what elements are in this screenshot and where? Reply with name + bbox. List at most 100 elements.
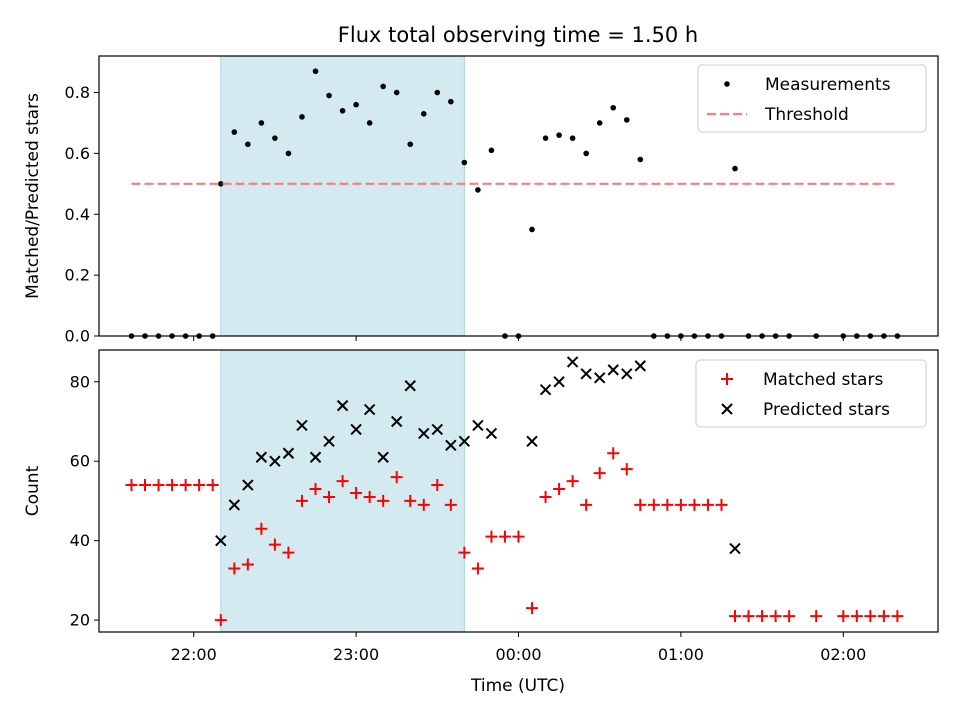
x-axis-label: Time (UTC)	[470, 676, 565, 696]
legend-predicted-marker	[721, 403, 733, 415]
matched-stars-point	[674, 498, 687, 511]
matched-stars-point	[404, 494, 417, 507]
predicted-stars-point	[431, 423, 444, 436]
measurement-point	[583, 150, 589, 157]
legend-matched-label: Matched stars	[763, 370, 883, 390]
predicted-stars-point	[458, 435, 471, 448]
x-tick-label: 22:00	[171, 645, 217, 664]
matched-stars-point	[783, 610, 796, 623]
matched-stars-point	[309, 483, 322, 496]
predicted-stars-point	[296, 419, 308, 432]
predicted-stars-point	[580, 368, 592, 380]
matched-stars-point	[139, 479, 152, 492]
measurement-point	[488, 147, 495, 154]
measurement-point	[434, 89, 441, 96]
measurement-point	[366, 120, 373, 126]
matched-stars-point	[363, 490, 376, 503]
measurement-point	[272, 135, 278, 141]
y-tick-label: 20	[70, 611, 90, 630]
legend-matched-marker	[721, 373, 733, 385]
predicted-stars-point	[309, 451, 322, 463]
matched-stars-point	[729, 610, 742, 623]
matched-stars-point	[295, 494, 308, 507]
matched-stars-point	[350, 486, 363, 499]
measurement-point	[380, 83, 386, 90]
predicted-stars-point	[526, 435, 538, 448]
predicted-stars-point	[445, 439, 457, 452]
x-tick-label: 23:00	[333, 645, 379, 664]
matched-stars-point	[214, 614, 227, 627]
measurement-point	[569, 135, 576, 141]
predicted-stars-point	[242, 479, 254, 491]
matched-stars-point	[526, 602, 539, 615]
predicted-stars-point	[404, 380, 416, 392]
matched-stars-point	[125, 479, 138, 492]
legend-threshold-label: Threshold	[764, 105, 849, 125]
measurement-point	[258, 120, 265, 126]
measurement-point	[420, 111, 427, 117]
y-tick-label: 0.2	[65, 266, 90, 285]
matched-stars-point	[444, 498, 457, 511]
matched-stars-point	[580, 498, 593, 511]
measurement-point	[556, 132, 562, 138]
y-tick-label: 40	[70, 531, 90, 550]
predicted-stars-point	[593, 372, 606, 384]
y-tick-label: 0.0	[65, 327, 90, 346]
predicted-stars-point	[553, 376, 565, 388]
matched-stars-point	[769, 610, 782, 623]
predicted-stars-point	[607, 364, 619, 376]
matched-stars-point	[553, 483, 566, 496]
matched-stars-point	[255, 522, 268, 535]
matched-stars-point	[864, 610, 877, 623]
matched-stars-point	[891, 610, 904, 623]
matched-stars-point	[152, 479, 165, 492]
measurement-point	[353, 101, 359, 108]
predicted-stars-point	[377, 451, 389, 463]
measurement-point	[393, 89, 400, 96]
predicted-stars-point	[634, 360, 646, 372]
matched-stars-point	[593, 467, 606, 480]
predicted-stars-point	[472, 419, 484, 432]
predicted-stars-point	[255, 451, 268, 463]
matched-stars-point	[485, 530, 498, 543]
matched-stars-point	[336, 475, 349, 488]
measurement-point	[407, 141, 414, 148]
matched-stars-point	[661, 498, 674, 511]
predicted-stars-point	[363, 403, 376, 416]
legend-predicted-label: Predicted stars	[763, 400, 890, 420]
matched-stars-point	[607, 447, 620, 460]
matched-stars-point	[634, 498, 647, 511]
y-tick-label: 60	[70, 452, 90, 471]
measurement-point	[231, 129, 238, 135]
matched-stars-point	[850, 610, 863, 623]
measurement-point	[245, 141, 251, 148]
predicted-stars-point	[336, 399, 349, 412]
matched-stars-point	[498, 530, 511, 543]
matched-stars-point	[877, 610, 890, 623]
measurement-point	[623, 117, 630, 123]
panel-ratio-legend: Measurements Threshold	[697, 64, 927, 133]
legend-measurements-label: Measurements	[765, 75, 891, 95]
y-tick-label: 0.6	[65, 144, 90, 163]
panel-ratio-ylabel: Matched/Predicted stars	[23, 93, 43, 299]
predicted-stars-point	[323, 435, 335, 448]
measurement-point	[475, 187, 481, 193]
measurement-point	[732, 165, 738, 172]
matched-stars-point	[166, 479, 179, 492]
panel-ratio: 0.00.20.40.60.8 Matched/Predicted stars …	[23, 55, 939, 346]
measurement-point	[610, 104, 617, 111]
matched-stars-point	[206, 479, 219, 492]
matched-stars-point	[512, 530, 525, 543]
y-tick-label: 0.4	[65, 205, 90, 224]
predicted-stars-point	[228, 499, 241, 511]
matched-stars-point	[539, 490, 552, 503]
measurement-point	[285, 150, 292, 157]
measurement-point	[217, 181, 224, 187]
matched-stars-point	[193, 479, 206, 492]
matched-stars-point	[742, 610, 755, 623]
matched-stars-point	[810, 610, 823, 623]
measurement-point	[448, 98, 454, 105]
panel-counts-ylabel: Count	[23, 465, 43, 516]
predicted-stars-point	[418, 427, 430, 440]
measurement-point	[542, 135, 549, 141]
